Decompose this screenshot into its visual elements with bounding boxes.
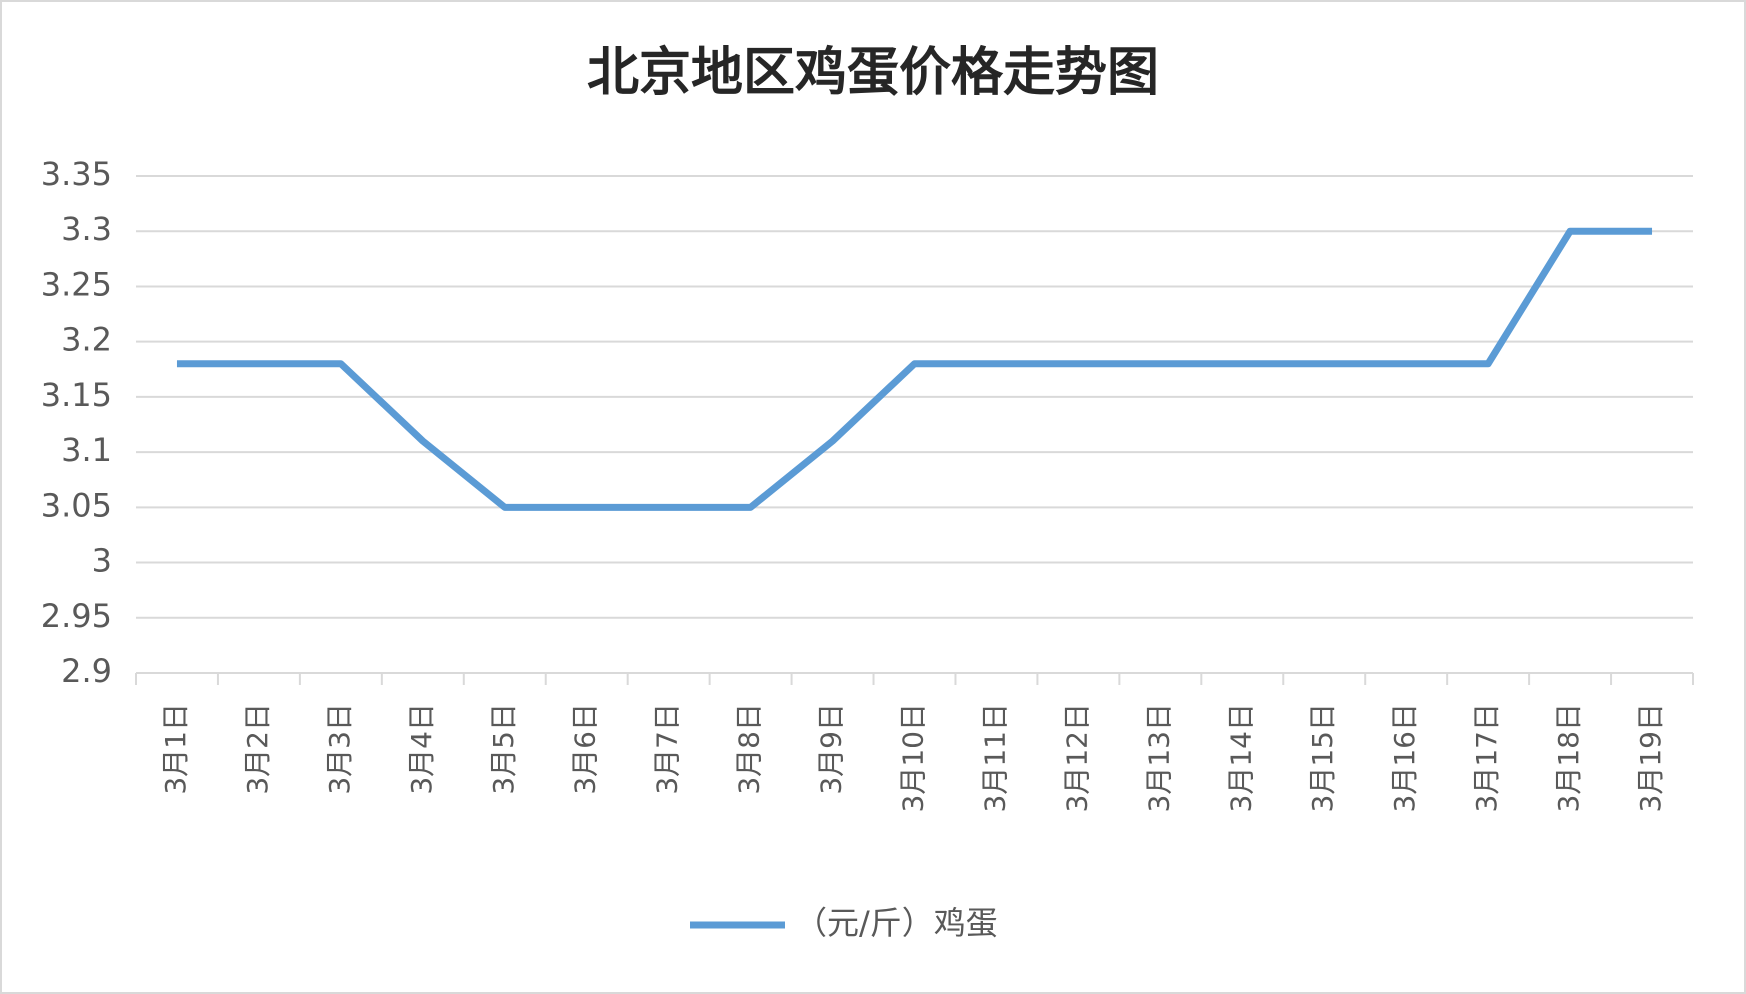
legend-label: （元/斤）鸡蛋 — [795, 904, 998, 942]
y-tick-label: 2.95 — [41, 597, 112, 635]
y-tick-label: 3.3 — [61, 210, 112, 248]
x-tick-label: 3月13日 — [1142, 703, 1175, 812]
y-tick-label: 3.15 — [41, 376, 112, 414]
x-tick-label: 3月17日 — [1470, 703, 1503, 812]
x-tick-label: 3月1日 — [159, 703, 192, 795]
x-tick-label: 3月15日 — [1306, 703, 1339, 812]
x-tick-label: 3月19日 — [1634, 703, 1667, 812]
line-series — [176, 227, 1653, 511]
x-tick-label: 3月5日 — [487, 703, 520, 795]
x-tick-label: 3月12日 — [1060, 703, 1093, 812]
x-tick-label: 3月3日 — [323, 703, 356, 795]
x-tick-label: 3月7日 — [651, 703, 684, 795]
y-tick-label: 3.05 — [41, 486, 112, 524]
x-tick-label: 3月8日 — [733, 703, 766, 795]
x-tick-label: 3月9日 — [815, 703, 848, 795]
x-tick-label: 3月2日 — [241, 703, 274, 795]
x-tick-label: 3月10日 — [897, 703, 930, 812]
chart-title: 北京地区鸡蛋价格走势图 — [587, 43, 1159, 103]
x-tick-label: 3月18日 — [1552, 703, 1585, 812]
x-tick-label: 3月4日 — [405, 703, 438, 795]
y-tick-label: 3.25 — [41, 265, 112, 303]
y-tick-label: 3 — [92, 542, 112, 580]
x-tick-label: 3月16日 — [1388, 703, 1421, 812]
x-tick-label: 3月14日 — [1224, 703, 1257, 812]
x-tick-label: 3月6日 — [569, 703, 602, 795]
x-tick-label: 3月11日 — [978, 703, 1011, 812]
y-tick-label: 2.9 — [61, 652, 112, 690]
y-tick-label: 3.2 — [61, 321, 112, 359]
y-tick-label: 3.1 — [61, 431, 112, 469]
y-tick-label: 3.35 — [41, 155, 112, 193]
